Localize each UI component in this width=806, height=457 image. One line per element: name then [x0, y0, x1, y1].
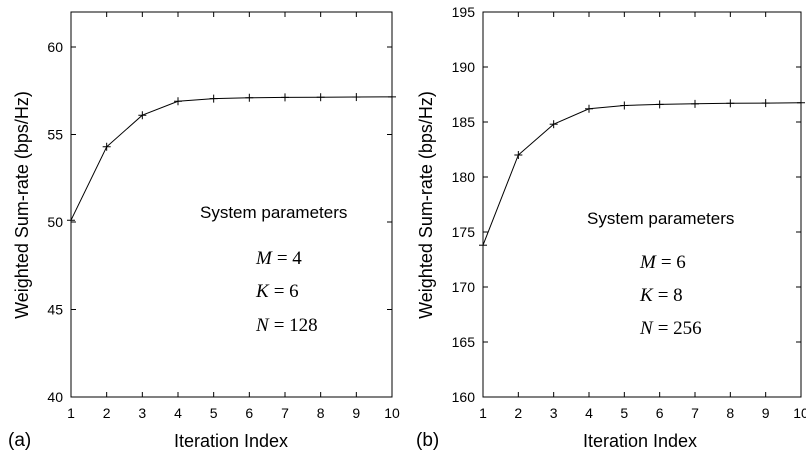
- data-point-marker: [656, 100, 664, 108]
- x-tick-label: 5: [210, 405, 218, 421]
- data-point-marker: [479, 241, 487, 249]
- param-value: = 6: [274, 281, 299, 302]
- panel-label: (b): [416, 430, 439, 451]
- x-axis-label: Iteration Index: [174, 431, 288, 451]
- x-tick-label: 4: [585, 405, 593, 421]
- param-symbol: M: [639, 252, 657, 273]
- x-tick-label: 6: [656, 405, 664, 421]
- y-tick-label: 175: [452, 224, 476, 240]
- y-tick-label: 55: [47, 127, 63, 143]
- y-tick-label: 40: [47, 389, 63, 405]
- data-point-marker: [620, 102, 628, 110]
- y-tick-label: 195: [452, 4, 476, 20]
- x-tick-label: 3: [138, 405, 146, 421]
- x-tick-label: 2: [514, 405, 522, 421]
- x-tick-label: 7: [691, 405, 699, 421]
- param-symbol: M: [255, 248, 273, 269]
- x-tick-label: 8: [317, 405, 325, 421]
- annotation-title: System parameters: [587, 209, 734, 228]
- param-value: = 4: [277, 248, 302, 269]
- x-tick-label: 3: [550, 405, 558, 421]
- y-tick-label: 165: [452, 334, 476, 350]
- data-point-marker: [352, 93, 360, 101]
- data-point-marker: [388, 93, 396, 101]
- x-tick-label: 1: [479, 405, 487, 421]
- chart-panel-b: 1 2 3 4 5 6 7 8 9 10 160 165 170 175 180 185 190 195 Iter…: [416, 4, 806, 451]
- data-point-marker: [174, 97, 182, 105]
- param-value: = 128: [274, 315, 318, 336]
- y-axis-label: Weighted Sum-rate (bps/Hz): [416, 91, 436, 319]
- x-axis-label: Iteration Index: [583, 431, 697, 451]
- x-tick-label: 7: [281, 405, 289, 421]
- x-tick-label: 9: [352, 405, 360, 421]
- param-value: = 256: [658, 318, 702, 339]
- annotation-param-n: N = 256: [639, 318, 702, 339]
- y-axis-label: Weighted Sum-rate (bps/Hz): [12, 91, 32, 319]
- annotation-param-n: N = 128: [255, 315, 318, 336]
- param-symbol: K: [639, 285, 654, 306]
- data-point-marker: [726, 99, 734, 107]
- y-tick-label: 60: [47, 39, 63, 55]
- data-point-marker: [210, 95, 218, 103]
- y-tick-label: 180: [452, 169, 476, 185]
- param-symbol: N: [255, 315, 270, 336]
- param-symbol: K: [255, 281, 270, 302]
- panel-label: (a): [8, 430, 31, 451]
- annotation-param-m: M = 6: [639, 252, 686, 273]
- y-tick-label: 160: [452, 389, 476, 405]
- x-tick-label: 10: [793, 405, 806, 421]
- param-value: = 6: [661, 252, 686, 273]
- y-tick-label: 170: [452, 279, 476, 295]
- data-point-marker: [245, 94, 253, 102]
- plot-frame: [483, 12, 801, 397]
- data-point-marker: [317, 93, 325, 101]
- x-tick-label: 9: [762, 405, 770, 421]
- annotation-param-k: K = 6: [255, 281, 299, 302]
- param-symbol: N: [639, 318, 654, 339]
- x-tick-label: 2: [103, 405, 111, 421]
- data-point-marker: [762, 99, 770, 107]
- y-tick-label: 185: [452, 114, 476, 130]
- data-point-marker: [281, 93, 289, 101]
- data-point-marker: [585, 105, 593, 113]
- x-tick-label: 10: [384, 405, 400, 421]
- x-tick-label: 5: [620, 405, 628, 421]
- x-tick-label: 4: [174, 405, 182, 421]
- y-tick-label: 50: [47, 214, 63, 230]
- y-tick-label: 190: [452, 59, 476, 75]
- data-point-marker: [67, 216, 75, 224]
- data-point-marker: [691, 100, 699, 108]
- x-tick-label: 8: [726, 405, 734, 421]
- annotation-title: System parameters: [200, 203, 347, 222]
- series-line: [71, 97, 392, 220]
- annotation-param-m: M = 4: [255, 248, 302, 269]
- annotation-param-k: K = 8: [639, 285, 683, 306]
- param-value: = 8: [658, 285, 683, 306]
- data-point-marker: [797, 99, 805, 107]
- y-tick-label: 45: [47, 302, 63, 318]
- x-tick-label: 1: [67, 405, 75, 421]
- x-tick-label: 6: [245, 405, 253, 421]
